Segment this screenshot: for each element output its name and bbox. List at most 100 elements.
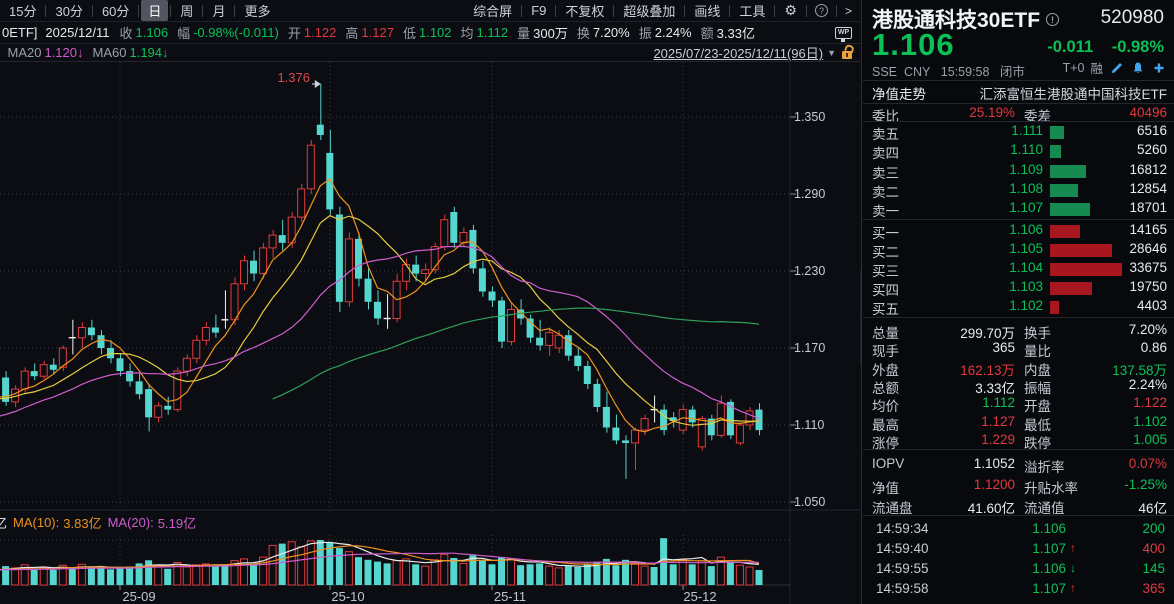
- orderbook-row-ask[interactable]: 卖三 1.109 16812: [862, 162, 1174, 181]
- tplus-label: T+0: [1062, 60, 1085, 75]
- add-icon[interactable]: [1151, 60, 1166, 75]
- quote-field-label: 换: [576, 26, 590, 41]
- orderbook-row-ask[interactable]: 卖二 1.108 12854: [862, 181, 1174, 200]
- period-tab-日[interactable]: 日: [141, 0, 169, 21]
- ma-label: MA60: [92, 45, 127, 60]
- order-price: 1.108: [1009, 180, 1043, 196]
- order-volume: 28646: [1129, 241, 1167, 256]
- margin-label: 融: [1090, 62, 1103, 76]
- toolbar-item-F9[interactable]: F9: [531, 3, 547, 18]
- tick-volume: 365: [1142, 581, 1165, 596]
- down-arrow-icon: ↓: [1070, 561, 1076, 575]
- stat-value: -1.25%: [1124, 476, 1167, 492]
- separator: [684, 4, 686, 17]
- orderbook-row-ask[interactable]: 卖一 1.107 18701: [862, 200, 1174, 219]
- quote-field-value: 1.127: [361, 25, 394, 40]
- stat-label: 最高: [872, 417, 899, 433]
- quote-field-均: 均 1.112: [461, 23, 509, 42]
- toolbar-item-工具[interactable]: 工具: [739, 4, 766, 19]
- stat-label: 净值: [872, 480, 899, 496]
- tick-volume: 400: [1142, 541, 1165, 556]
- stat-value: 1.229: [981, 431, 1015, 447]
- up-arrow-icon: ↑: [1070, 581, 1076, 595]
- stat-value: 1.1200: [973, 476, 1015, 492]
- quote-field-低: 低 1.102: [403, 23, 452, 42]
- help-icon[interactable]: ?: [814, 4, 828, 17]
- orderbook-row-bid[interactable]: 买二 1.105 28646: [862, 241, 1174, 260]
- stat-label: IOPV: [872, 456, 905, 471]
- peak-price-annotation: 1.376: [277, 70, 310, 85]
- chevron-right-icon[interactable]: >: [844, 3, 852, 18]
- orderbook-row-bid[interactable]: 买五 1.102 4403: [862, 298, 1174, 317]
- period-tab-更多[interactable]: 更多: [244, 4, 271, 19]
- period-tab-15分[interactable]: 15分: [9, 4, 37, 19]
- instrument-name: 港股通科技30ETF: [872, 9, 1041, 32]
- alert-bell-icon[interactable]: [1130, 60, 1145, 75]
- toolbar-item-综合屏[interactable]: 综合屏: [473, 4, 513, 19]
- order-volume: 18701: [1129, 200, 1167, 216]
- quote-field-收: 收 1.106: [120, 23, 169, 42]
- quote-field-开: 开 1.122: [288, 23, 337, 42]
- gear-icon[interactable]: ⚙: [784, 2, 797, 18]
- period-tab-周[interactable]: 周: [180, 4, 194, 19]
- stat-label: 现手: [872, 344, 899, 360]
- edit-icon[interactable]: [1109, 60, 1124, 75]
- unlock-icon[interactable]: [842, 50, 852, 59]
- period-tab-60分[interactable]: 60分: [101, 4, 130, 19]
- nav-label[interactable]: 净值走势: [872, 87, 926, 102]
- orderbook-row-ask[interactable]: 卖四 1.110 5260: [862, 142, 1174, 161]
- order-level-label: 卖一: [872, 204, 899, 220]
- tick-price: 1.107: [1032, 581, 1066, 596]
- toolbar-right: 综合屏 F9 不复权 超级叠加 画线 工具 ⚙? >: [464, 0, 860, 21]
- quote-field-label: 量: [517, 26, 531, 41]
- date-range-link[interactable]: 2025/07/23-2025/12/11(96日): [653, 46, 824, 61]
- tick-price: 1.106: [1032, 561, 1066, 576]
- quote-panel: 港股通科技30ETF ! 520980 1.106 -0.011 -0.98% …: [861, 0, 1174, 604]
- quote-field-label: 振: [638, 26, 652, 41]
- chart-canvas[interactable]: [0, 62, 860, 604]
- quote-field-额: 额 3.33亿: [701, 23, 755, 42]
- stat-label: 开盘: [1024, 399, 1051, 415]
- stat-row: 现手 365 量比 0.86: [862, 340, 1174, 360]
- price-tick-label: 1.350: [794, 110, 826, 124]
- stat-row: 净值 1.1200 升贴水率 -1.25%: [862, 477, 1174, 497]
- order-level-label: 买三: [872, 264, 899, 279]
- toolbar-item-画线[interactable]: 画线: [694, 4, 721, 19]
- order-volume: 16812: [1129, 161, 1167, 177]
- quote-field-value: 1.122: [303, 25, 337, 40]
- stat-label: 量比: [1024, 344, 1051, 360]
- wp-monitor-icon[interactable]: WP: [835, 26, 852, 42]
- separator: [805, 4, 807, 17]
- separator: [91, 4, 93, 17]
- weicha-value: 40496: [1129, 105, 1167, 120]
- info-icon[interactable]: !: [1046, 12, 1060, 26]
- stat-value: 365: [992, 340, 1015, 356]
- stat-label: 振幅: [1024, 380, 1051, 396]
- order-level-label: 卖四: [872, 146, 899, 162]
- period-tab-30分[interactable]: 30分: [55, 4, 83, 19]
- stat-row: 总额 3.33亿 振幅 2.24%: [862, 377, 1174, 396]
- nav-row[interactable]: 净值走势 汇添富恒生港股通中国科技ETF: [862, 83, 1174, 102]
- orderbook-row-bid[interactable]: 买四 1.103 19750: [862, 279, 1174, 298]
- stat-value: 7.20%: [1128, 322, 1167, 337]
- stat-value: 137.58万: [1112, 362, 1167, 378]
- toolbar-item-不复权[interactable]: 不复权: [565, 4, 605, 19]
- stat-value: 162.13万: [960, 362, 1015, 378]
- month-label: 25-09: [122, 589, 156, 604]
- month-label: 25-12: [683, 589, 717, 604]
- period-tab-月[interactable]: 月: [212, 4, 226, 19]
- order-level-label: 买一: [872, 226, 899, 241]
- orderbook-row-bid[interactable]: 买一 1.106 14165: [862, 222, 1174, 241]
- stat-label: 升贴水率: [1024, 480, 1078, 496]
- toolbar-item-超级叠加[interactable]: 超级叠加: [623, 4, 676, 19]
- orderbook-row-bid[interactable]: 买三 1.104 33675: [862, 260, 1174, 279]
- chevron-down-icon[interactable]: ▼: [827, 47, 836, 58]
- vol-ma10-label: MA(10):: [13, 514, 60, 530]
- market-status-row: SSE CNY 15:59:58 闭市: [872, 61, 1025, 80]
- stat-row: 总量 299.70万 换手 7.20%: [862, 322, 1174, 341]
- orderbook-row-ask[interactable]: 卖五 1.111 6516: [862, 123, 1174, 142]
- quote-field-value: -0.98%(-0.011): [193, 25, 279, 40]
